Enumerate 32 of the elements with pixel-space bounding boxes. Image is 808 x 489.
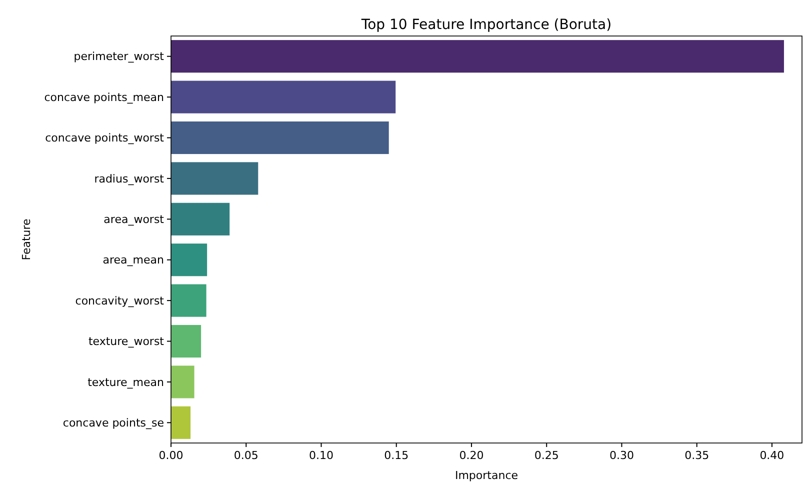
x-tick-label: 0.25 bbox=[534, 449, 559, 462]
y-tick-label: radius_worst bbox=[94, 172, 165, 186]
y-tick-label: area_mean bbox=[102, 254, 164, 267]
y-tick-label: concave points_se bbox=[62, 416, 164, 430]
bar bbox=[171, 406, 191, 439]
x-tick-label: 0.40 bbox=[760, 449, 784, 462]
y-tick-label: perimeter_worst bbox=[74, 50, 165, 64]
x-tick-label: 0.30 bbox=[609, 449, 634, 462]
y-axis-title: Feature bbox=[20, 218, 33, 260]
bar bbox=[171, 80, 396, 114]
bar bbox=[171, 366, 194, 398]
y-tick-label: texture_worst bbox=[88, 335, 165, 348]
x-axis-title: Importance bbox=[454, 469, 518, 482]
chart-title: Top 10 Feature Importance (Boruta) bbox=[360, 17, 612, 33]
y-tick-label: concave points_mean bbox=[44, 90, 164, 104]
x-tick-label: 0.10 bbox=[308, 449, 334, 462]
x-tick-label: 0.05 bbox=[234, 449, 258, 462]
y-tick-label: concave points_worst bbox=[45, 132, 165, 145]
bar bbox=[171, 324, 202, 358]
x-tick-label: 0.35 bbox=[684, 449, 710, 462]
bar bbox=[171, 40, 784, 73]
bar bbox=[171, 284, 206, 317]
x-tick-label: 0.00 bbox=[158, 449, 184, 462]
y-tick-label: texture_mean bbox=[88, 376, 164, 389]
y-tick-label: area_worst bbox=[104, 213, 165, 226]
y-tick-label: concavity_worst bbox=[75, 294, 165, 308]
bar bbox=[171, 162, 258, 195]
bar bbox=[171, 121, 389, 154]
x-tick-label: 0.15 bbox=[384, 449, 409, 462]
x-tick-label: 0.20 bbox=[459, 449, 484, 462]
bar bbox=[171, 202, 230, 236]
bar bbox=[171, 244, 208, 276]
